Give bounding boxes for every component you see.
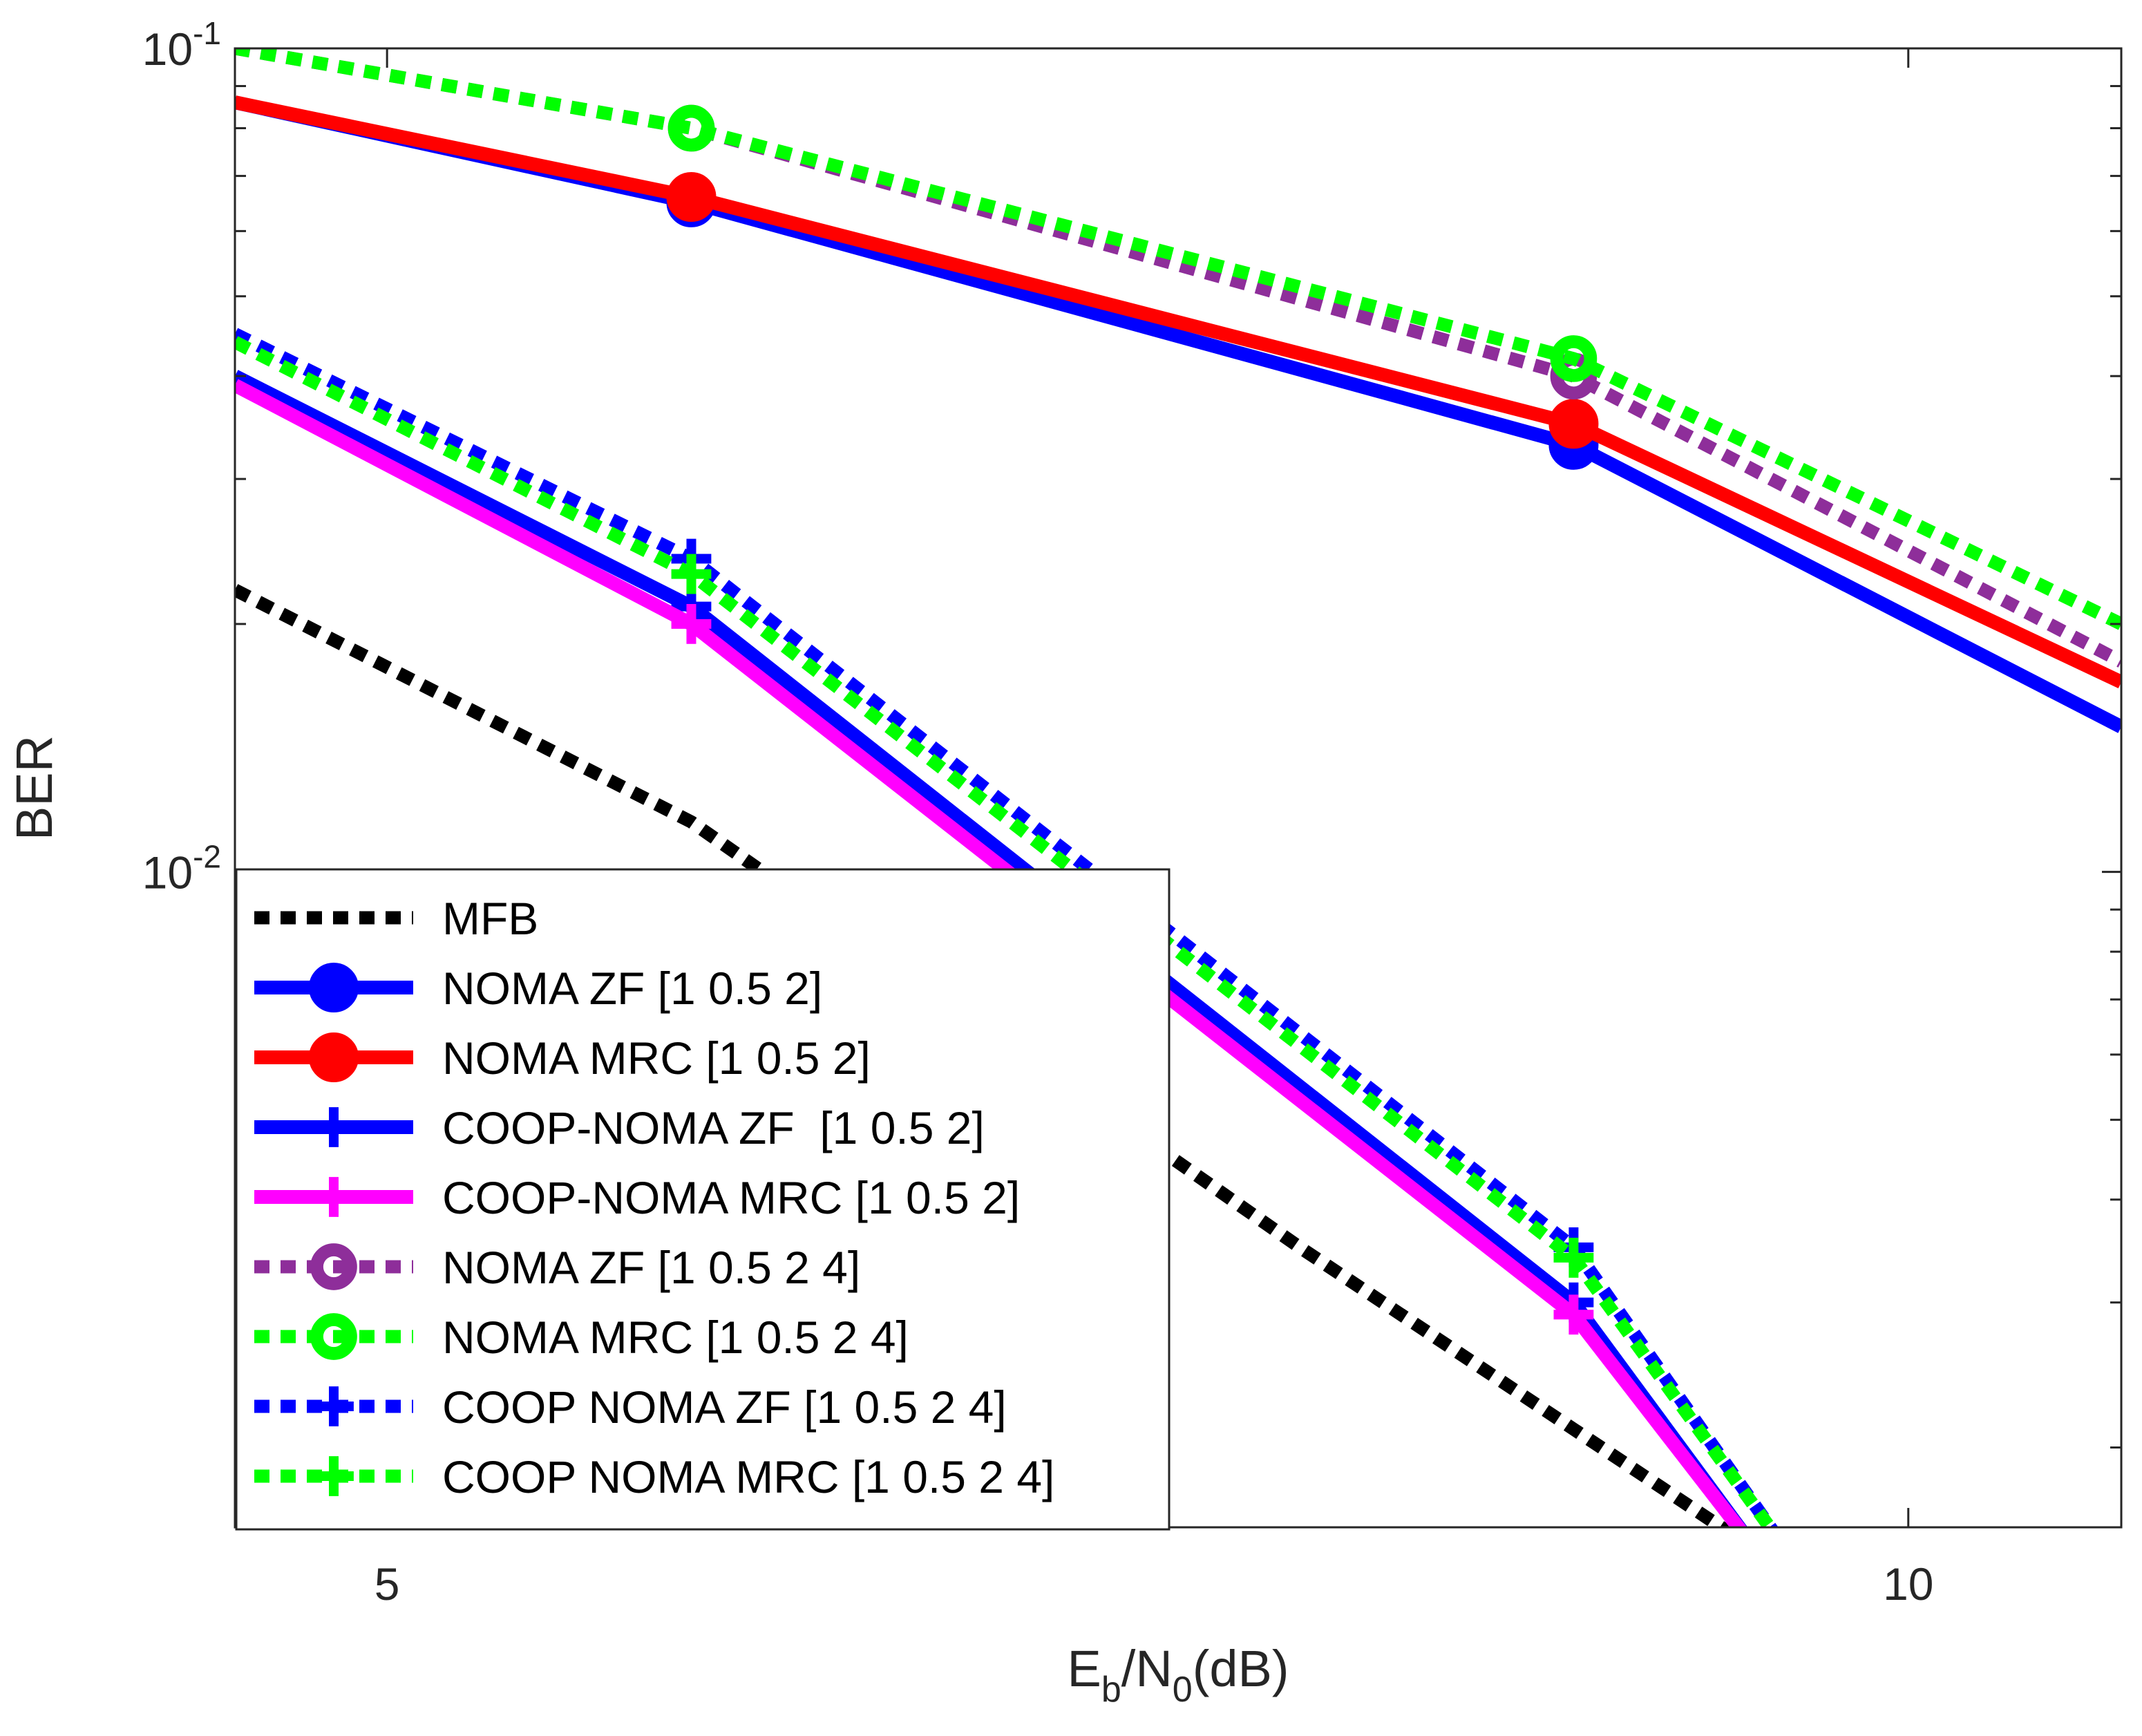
series-mfb	[235, 584, 1734, 1527]
legend-item-noma-zf-1-0-5-2-4: NOMA ZF [1 0.5 2 4]	[254, 1242, 860, 1293]
legend-item-coop-noma-mrc-1-0-5-2: COOP-NOMA MRC [1 0.5 2]	[254, 1172, 1020, 1223]
legend-coop-noma-zf-1-0-5-2-4-plus-marker	[314, 1386, 354, 1426]
data-point-noma-mrc-1-0-5-2-4-1-ring-marker	[667, 104, 715, 152]
data-point-noma-mrc-1-0-5-2-2-circle-marker	[1548, 399, 1599, 449]
x-axis-label-sub-b: b	[1101, 1670, 1121, 1710]
legend-item-noma-mrc-1-0-5-2-4: NOMA MRC [1 0.5 2 4]	[254, 1312, 909, 1363]
legend-item-coop-noma-zf-1-0-5-2: COOP-NOMA ZF [1 0.5 2]	[254, 1102, 985, 1153]
data-point-coop-noma-mrc-1-0-5-2-4-2-plus-marker	[1553, 1238, 1594, 1278]
y-axis-label: BER	[6, 735, 63, 840]
legend-label-coop-noma-zf-1-0-5-2-4: COOP NOMA ZF [1 0.5 2 4]	[442, 1381, 1007, 1433]
data-point-coop-noma-mrc-1-0-5-2-1-plus-marker	[671, 604, 712, 644]
legend-label-noma-zf-1-0-5-2: NOMA ZF [1 0.5 2]	[442, 963, 822, 1014]
legend-noma-mrc-1-0-5-2-4-ring-marker	[310, 1313, 357, 1360]
plot-frame	[234, 47, 2123, 1529]
legend-label-noma-mrc-1-0-5-2: NOMA MRC [1 0.5 2]	[442, 1032, 871, 1084]
y-tick-label-base-1: 10	[142, 23, 193, 75]
legend-coop-noma-zf-1-0-5-2-plus-marker	[314, 1107, 354, 1147]
legend-noma-mrc-1-0-5-2-circle-marker	[309, 1032, 359, 1082]
x-tick-label-1: 10	[1883, 1558, 1933, 1610]
legend-label-coop-noma-mrc-1-0-5-2: COOP-NOMA MRC [1 0.5 2]	[442, 1172, 1020, 1223]
y-tick-label-base-0: 10	[142, 847, 193, 898]
series-line-noma-zf-1-0-5-2-4	[235, 48, 2121, 668]
data-point-coop-noma-mrc-1-0-5-2-4-1-plus-marker	[671, 554, 712, 594]
legend-coop-noma-mrc-1-0-5-2-4-plus-marker	[314, 1456, 354, 1496]
series-line-coop-noma-zf-1-0-5-2-4	[235, 328, 1779, 1527]
legend-noma-zf-1-0-5-2-4-ring-marker	[310, 1243, 357, 1290]
x-axis-label: Eb/N0(dB)	[1067, 1640, 1289, 1710]
y-tick-label-exp-1: -1	[193, 15, 221, 51]
legend: MFB NOMA ZF [1 0.5 2] NOMA MRC [1 0.5 2] CO…	[235, 868, 1170, 1531]
series-coop-noma-mrc-1-0-5-2-4	[235, 336, 1779, 1527]
legend-label-noma-zf-1-0-5-2-4: NOMA ZF [1 0.5 2 4]	[442, 1242, 860, 1293]
x-tick-label-0: 5	[375, 1558, 400, 1610]
y-tick-label-exp-0: -2	[193, 839, 221, 875]
data-point-coop-noma-mrc-1-0-5-2-2-plus-marker	[1553, 1294, 1594, 1335]
series-noma-mrc-1-0-5-2	[235, 95, 2121, 689]
x-axis-label-n: /N	[1121, 1640, 1173, 1697]
legend-item-coop-noma-zf-1-0-5-2-4: COOP NOMA ZF [1 0.5 2 4]	[254, 1381, 1007, 1433]
legend-item-noma-mrc-1-0-5-2: NOMA MRC [1 0.5 2]	[254, 1032, 871, 1084]
x-axis-label-e: E	[1067, 1640, 1101, 1697]
legend-item-coop-noma-mrc-1-0-5-2-4: COOP NOMA MRC [1 0.5 2 4]	[254, 1451, 1054, 1502]
legend-label-coop-noma-mrc-1-0-5-2-4: COOP NOMA MRC [1 0.5 2 4]	[442, 1451, 1054, 1502]
legend-coop-noma-mrc-1-0-5-2-plus-marker	[314, 1177, 354, 1217]
legend-label-mfb: MFB	[442, 893, 538, 944]
series-line-noma-mrc-1-0-5-2-4	[235, 48, 2121, 630]
series-line-mfb	[235, 584, 1734, 1527]
series-noma-mrc-1-0-5-2-4	[235, 48, 2121, 630]
data-point-noma-mrc-1-0-5-2-1-circle-marker	[666, 172, 717, 223]
x-axis-label-sub-0: 0	[1173, 1670, 1193, 1710]
legend-noma-zf-1-0-5-2-circle-marker	[309, 963, 359, 1012]
y-tick-label-1: 10-1	[142, 15, 221, 75]
data-point-noma-mrc-1-0-5-2-4-2-ring-marker	[1550, 335, 1598, 382]
legend-item-mfb: MFB	[254, 893, 538, 944]
series-line-noma-mrc-1-0-5-2	[235, 95, 2121, 689]
y-tick-label-0: 10-2	[142, 839, 221, 898]
legend-label-coop-noma-zf-1-0-5-2: COOP-NOMA ZF [1 0.5 2]	[442, 1102, 985, 1153]
x-axis-label-unit: (dB)	[1193, 1640, 1289, 1697]
legend-label-noma-mrc-1-0-5-2-4: NOMA MRC [1 0.5 2 4]	[442, 1312, 909, 1363]
legend-item-noma-zf-1-0-5-2: NOMA ZF [1 0.5 2]	[254, 963, 822, 1014]
